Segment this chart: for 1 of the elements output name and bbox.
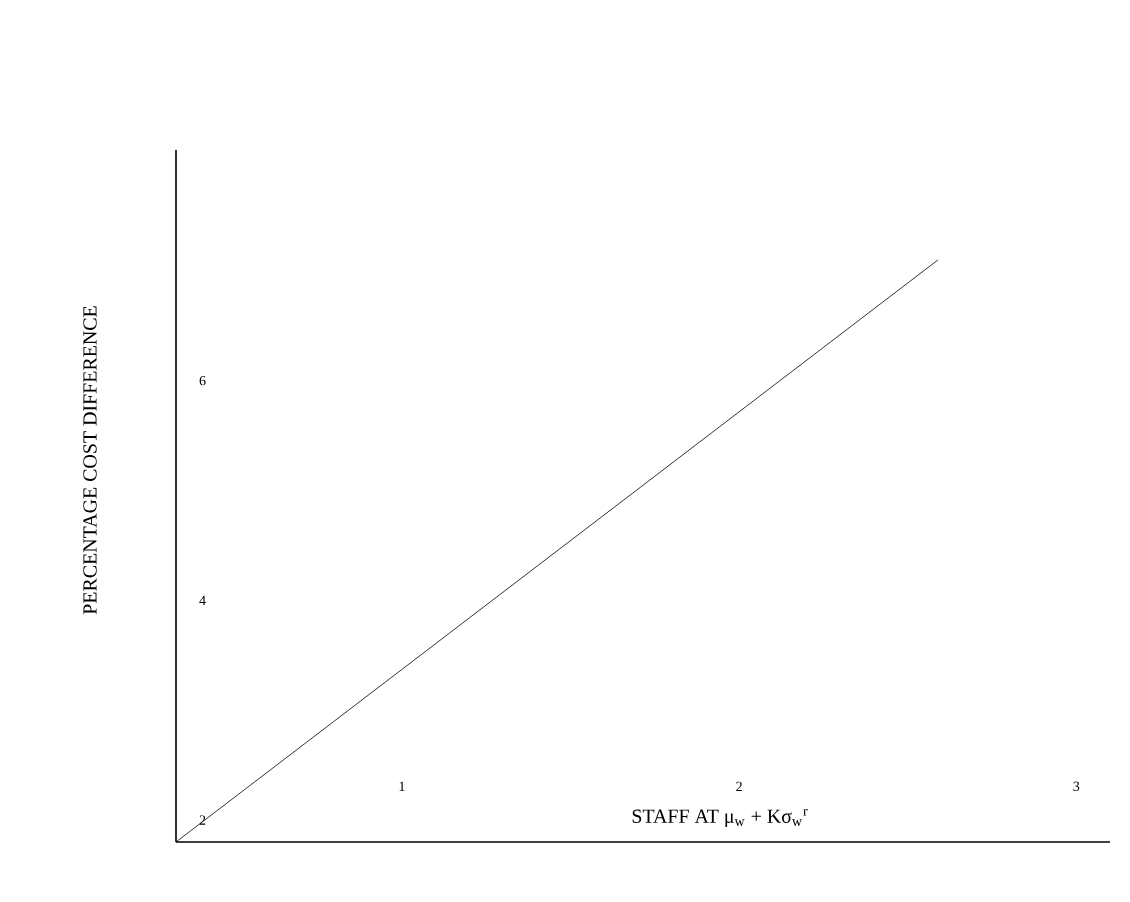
y-axis-title: PERCENTAGE COST DIFFERENCE: [83, 306, 97, 615]
